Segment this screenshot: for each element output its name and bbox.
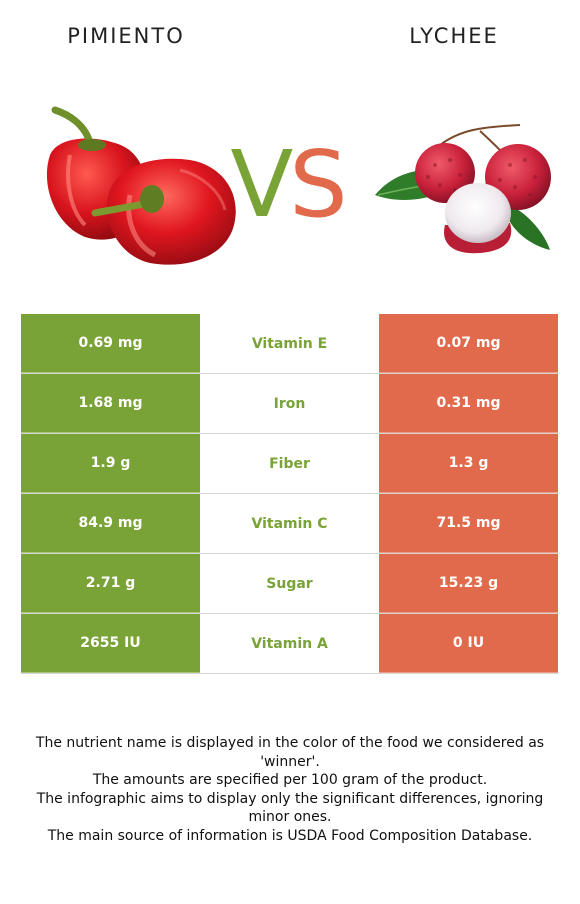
- pimiento-value: 0.69 mg: [21, 314, 200, 373]
- lychee-value: 71.5 mg: [379, 494, 558, 553]
- lychee-value: 0.07 mg: [379, 314, 558, 373]
- lychee-value: 0.31 mg: [379, 374, 558, 433]
- nutrient-name: Vitamin E: [200, 314, 379, 373]
- footnote-line: The amounts are specified per 100 gram o…: [92, 772, 488, 788]
- nutrient-name: Iron: [200, 374, 379, 433]
- nutrient-name: Vitamin A: [200, 614, 379, 673]
- nutrient-name: Sugar: [200, 554, 379, 613]
- right-food-title: LYCHEE: [409, 24, 499, 48]
- pimiento-value: 1.68 mg: [21, 374, 200, 433]
- footnote-line: The nutrient name is displayed in the co…: [35, 735, 545, 770]
- footnotes: The nutrient name is displayed in the co…: [20, 734, 560, 845]
- footnote-line: The main source of information is USDA F…: [47, 827, 533, 844]
- pimiento-value: 1.9 g: [21, 434, 200, 493]
- table-row: 2.71 g Sugar 15.23 g: [21, 554, 558, 614]
- comparison-table: 0.69 mg Vitamin E 0.07 mg 1.68 mg Iron 0…: [21, 314, 558, 674]
- vs-v: V: [230, 131, 293, 238]
- table-row: 84.9 mg Vitamin C 71.5 mg: [21, 494, 558, 554]
- table-row: 2655 IU Vitamin A 0 IU: [21, 614, 558, 674]
- nutrient-name: Vitamin C: [200, 494, 379, 553]
- lychee-value: 1.3 g: [379, 434, 558, 493]
- table-row: 0.69 mg Vitamin E 0.07 mg: [21, 314, 558, 374]
- pimiento-value: 84.9 mg: [21, 494, 200, 553]
- footnote-line: The infographic aims to display only the…: [36, 790, 544, 826]
- pimiento-value: 2655 IU: [21, 614, 200, 673]
- pimiento-image: [30, 95, 250, 275]
- lychee-value: 15.23 g: [379, 554, 558, 613]
- table-row: 1.9 g Fiber 1.3 g: [21, 434, 558, 494]
- lychee-value: 0 IU: [379, 614, 558, 673]
- table-row: 1.68 mg Iron 0.31 mg: [21, 374, 558, 434]
- nutrient-name: Fiber: [200, 434, 379, 493]
- pimiento-value: 2.71 g: [21, 554, 200, 613]
- left-food-title: PIMIENTO: [67, 24, 185, 48]
- vs-s: S: [289, 131, 347, 238]
- lychee-image: [370, 95, 560, 275]
- vs-label: VS: [222, 135, 352, 235]
